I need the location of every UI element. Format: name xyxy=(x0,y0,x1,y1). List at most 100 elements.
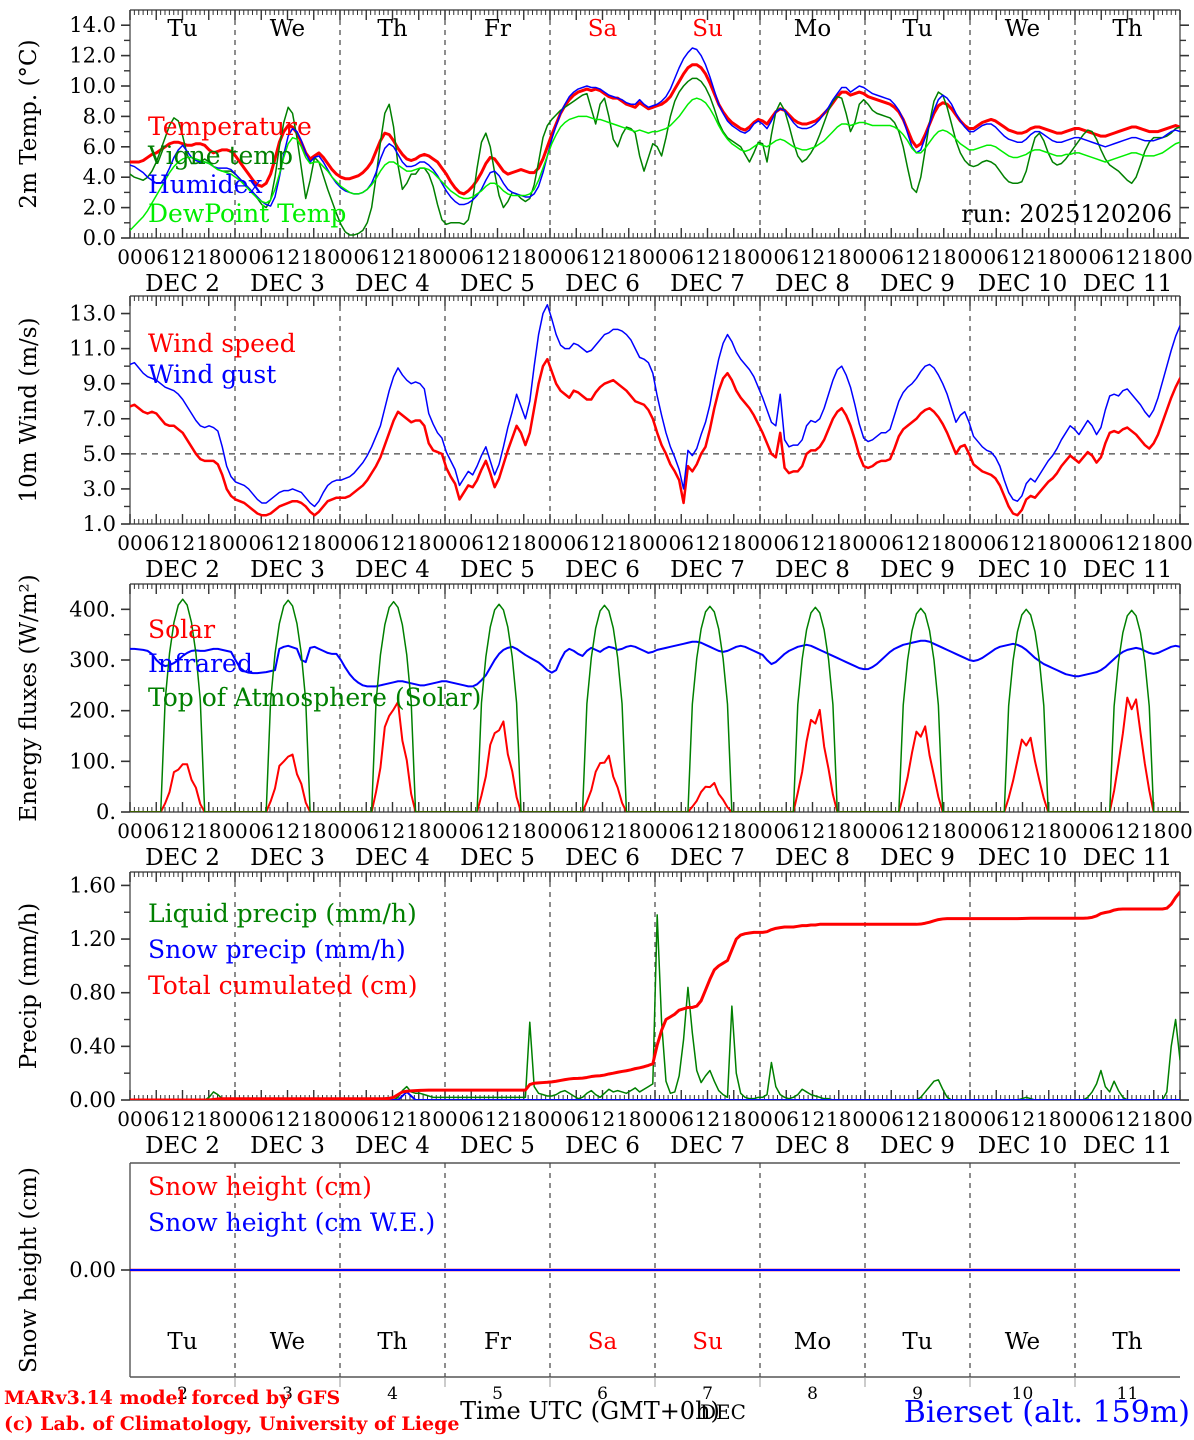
hour-label: 00 xyxy=(327,1107,352,1131)
hour-label: 00 xyxy=(957,531,982,555)
y-tick-label: 200. xyxy=(69,699,116,723)
day-label: DEC 6 xyxy=(565,271,640,297)
day-label: DEC 2 xyxy=(145,1133,220,1159)
day-label: DEC 9 xyxy=(880,271,955,297)
hour-label: 06 xyxy=(354,819,379,843)
y-tick-label: 0.40 xyxy=(69,1034,116,1058)
model-credit-line-1: MARv3.14 model forced by GFS xyxy=(4,1387,340,1409)
hour-label: 12 xyxy=(380,1107,405,1131)
hour-label: 00 xyxy=(642,819,667,843)
weekday-label-su: Su xyxy=(692,1329,723,1355)
hour-label: 12 xyxy=(380,531,405,555)
hour-label: 18 xyxy=(616,1107,641,1131)
y-tick-label: 400. xyxy=(69,597,116,621)
hour-label: 00 xyxy=(852,245,877,269)
hour-label: 12 xyxy=(905,531,930,555)
hour-label: 00 xyxy=(852,1107,877,1131)
hour-label: 00 xyxy=(432,1107,457,1131)
hour-label: 00 xyxy=(957,1107,982,1131)
hour-label: 00 xyxy=(432,531,457,555)
weekday-label-fr: Fr xyxy=(484,1329,511,1355)
hour-label: 06 xyxy=(249,1107,274,1131)
hour-label: 18 xyxy=(1036,1107,1061,1131)
weekday-label-mo: Mo xyxy=(794,16,831,42)
hour-label: 18 xyxy=(511,819,536,843)
day-number-label: 9 xyxy=(912,1384,923,1404)
legend-label-snow-height-cm-w-e: Snow height (cm W.E.) xyxy=(148,1208,435,1237)
panel-snow_height: 0.00 Snow height (cm) Tu We Th Fr Sa Su Mo Tu We Th… xyxy=(16,1162,1180,1404)
hour-label: 00 xyxy=(852,531,877,555)
hour-label: 12 xyxy=(380,819,405,843)
hour-label: 18 xyxy=(196,1107,221,1131)
hour-label: 00 xyxy=(117,245,142,269)
hour-label: 00 xyxy=(642,531,667,555)
y-tick-label: 1.0 xyxy=(83,512,116,536)
hour-label: 18 xyxy=(826,1107,851,1131)
legend-label-infrared: Infrared xyxy=(148,649,253,678)
hour-label: 18 xyxy=(196,819,221,843)
hour-label: 00 xyxy=(117,1107,142,1131)
legend-label-temperature: Temperature xyxy=(148,112,312,141)
day-label: DEC 10 xyxy=(978,271,1067,297)
series-group xyxy=(130,598,1180,812)
hour-label: 06 xyxy=(249,819,274,843)
y-tick-label: 3.0 xyxy=(83,477,116,501)
y-axis-title: 2m Temp. (°C) xyxy=(16,39,42,208)
day-label: DEC 7 xyxy=(670,1133,745,1159)
hour-label: 12 xyxy=(800,819,825,843)
footer: MARv3.14 model forced by GFS (c) Lab. of … xyxy=(4,1387,1190,1435)
weekday-label-we: We xyxy=(270,1329,305,1355)
day-number-label: 11 xyxy=(1117,1384,1139,1404)
hour-label: 12 xyxy=(1010,819,1035,843)
day-label: DEC 9 xyxy=(880,845,955,871)
y-tick-label: 0.00 xyxy=(69,1088,116,1112)
hour-label: 18 xyxy=(301,1107,326,1131)
hour-label: 00 xyxy=(222,245,247,269)
hour-label: 06 xyxy=(564,819,589,843)
day-label: DEC 7 xyxy=(670,271,745,297)
hour-label: 06 xyxy=(669,245,694,269)
weekday-label-tu: Tu xyxy=(167,1329,197,1355)
hour-label: 12 xyxy=(275,531,300,555)
hour-label: 12 xyxy=(800,1107,825,1131)
hour-label: 06 xyxy=(774,1107,799,1131)
hour-label: 00 xyxy=(642,245,667,269)
hour-label: 00 xyxy=(432,245,457,269)
hour-label: 18 xyxy=(1036,819,1061,843)
hour-label: 06 xyxy=(669,531,694,555)
hour-label: 18 xyxy=(721,245,746,269)
y-tick-label: 11.0 xyxy=(69,337,116,361)
hour-label: 00 xyxy=(1167,1107,1192,1131)
hour-label: 06 xyxy=(984,1107,1009,1131)
day-label: DEC 10 xyxy=(978,557,1067,583)
hour-label: 06 xyxy=(984,819,1009,843)
hour-label: 06 xyxy=(1089,1107,1114,1131)
hour-label: 12 xyxy=(905,1107,930,1131)
hour-label: 18 xyxy=(931,1107,956,1131)
hour-label: 12 xyxy=(695,1107,720,1131)
day-label: DEC 2 xyxy=(145,845,220,871)
hour-label: 18 xyxy=(301,531,326,555)
day-label: DEC 3 xyxy=(250,845,325,871)
y-axis-title: Snow height (cm) xyxy=(16,1167,42,1373)
hour-label: 06 xyxy=(144,531,169,555)
y-tick-label: 1.20 xyxy=(69,927,116,951)
hour-label: 18 xyxy=(301,245,326,269)
series-line-wind-gust xyxy=(130,304,1180,508)
hour-label: 12 xyxy=(485,819,510,843)
hour-label: 12 xyxy=(590,245,615,269)
day-number-label: 2 xyxy=(177,1384,188,1404)
hour-label: 06 xyxy=(669,1107,694,1131)
y-tick-label: 1.60 xyxy=(69,873,116,897)
hour-label: 00 xyxy=(117,531,142,555)
hour-label: 06 xyxy=(459,1107,484,1131)
hour-label: 12 xyxy=(1010,245,1035,269)
day-label: DEC 6 xyxy=(565,845,640,871)
hour-label: 18 xyxy=(931,531,956,555)
hour-label: 06 xyxy=(774,819,799,843)
y-tick-label: 10.0 xyxy=(69,74,116,98)
hour-label: 12 xyxy=(485,1107,510,1131)
hour-label: 00 xyxy=(1167,245,1192,269)
hour-label: 12 xyxy=(800,531,825,555)
